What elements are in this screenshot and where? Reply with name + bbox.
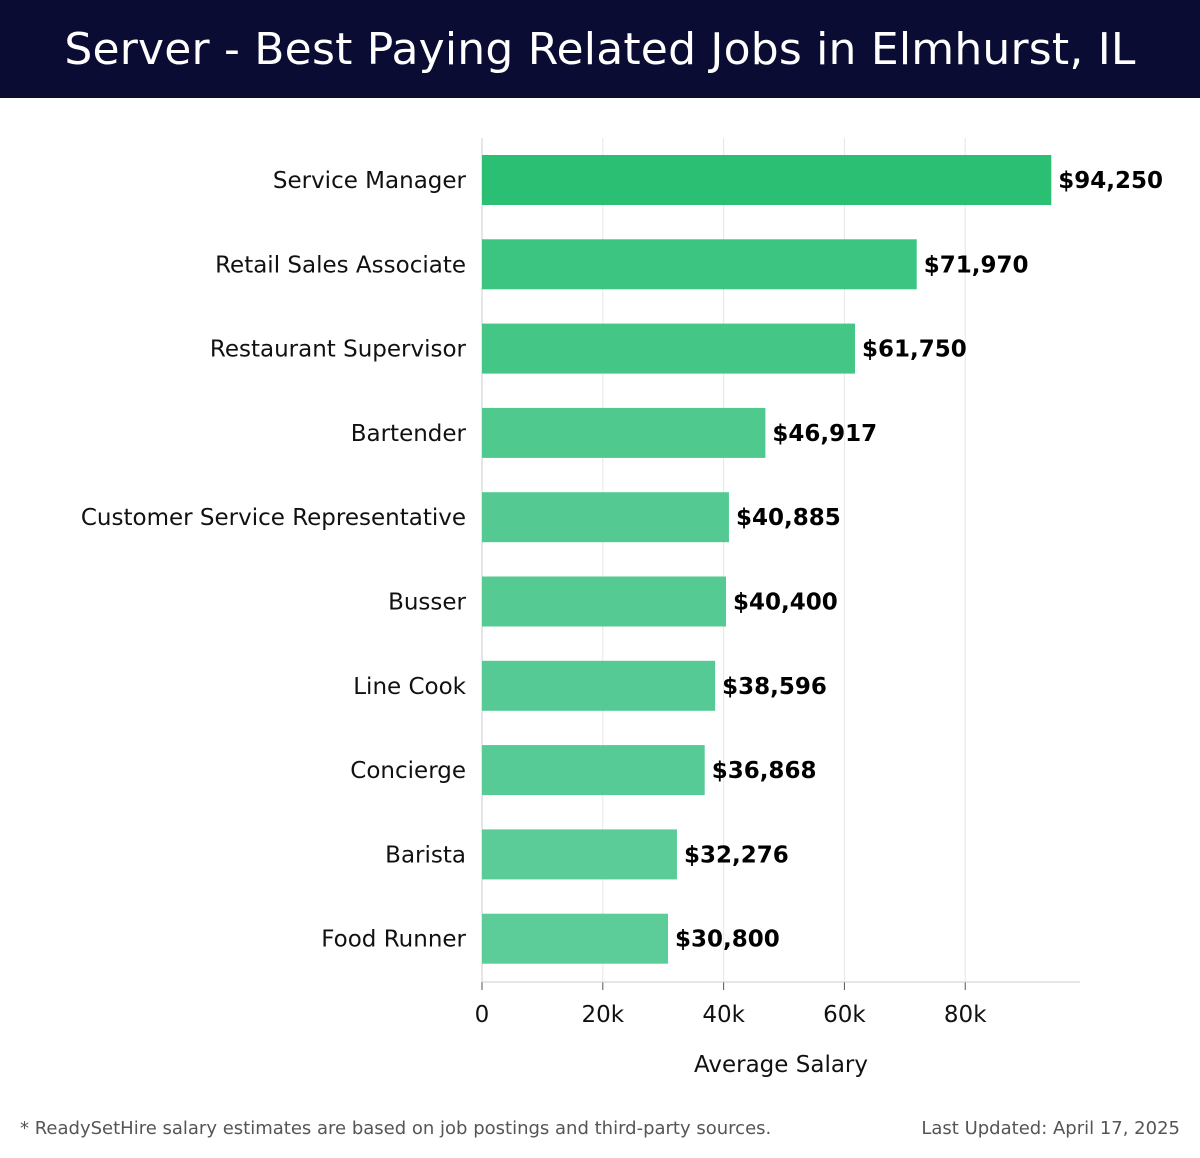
value-label: $30,800 [675,927,780,953]
bar-chart: Service Manager Retail Sales Associate Res… [81,138,1163,1078]
value-label: $36,868 [712,758,817,784]
category-label: Line Cook [353,674,466,700]
x-tick-label: 40k [702,1002,745,1028]
value-label: $40,885 [736,505,841,531]
chart-header: Server - Best Paying Related Jobs in Elm… [0,0,1200,98]
bar [482,239,917,290]
footer-note: * ReadySetHire salary estimates are base… [20,1118,772,1139]
bar [482,660,716,711]
x-axis-title: Average Salary [694,1052,868,1078]
x-tick-label: 0 [475,1002,490,1028]
value-label: $61,750 [862,337,967,363]
value-label: $71,970 [924,252,1029,278]
category-label: Service Manager [273,168,467,194]
category-label: Busser [388,590,466,616]
value-label: $38,596 [722,674,827,700]
value-label: $94,250 [1058,168,1163,194]
category-labels: Service Manager Retail Sales Associate Res… [81,168,467,953]
category-label: Customer Service Representative [81,505,466,531]
chart-title: Server - Best Paying Related Jobs in Elm… [64,23,1136,75]
bar [482,829,677,880]
category-label: Bartender [351,421,467,447]
value-label: $46,917 [772,421,877,447]
value-labels: $94,250 $71,970 $61,750 $46,917 $40,885 $40,4… [675,168,1163,953]
bar [482,913,669,964]
value-label: $32,276 [684,842,789,868]
x-axis: 0 20k 40k 60k 80k [475,981,1080,1028]
last-updated: Last Updated: April 17, 2025 [921,1118,1180,1139]
value-label: $40,400 [733,590,838,616]
x-tick-label: 80k [944,1002,987,1028]
x-tick-label: 20k [582,1002,625,1028]
category-label: Restaurant Supervisor [210,337,467,363]
bar [482,745,705,796]
category-label: Retail Sales Associate [215,252,466,278]
bar [482,492,729,543]
bar [482,576,727,627]
bar [482,155,1052,205]
bars [482,155,1052,964]
x-tick-label: 60k [823,1002,866,1028]
category-label: Food Runner [321,927,466,953]
bar [482,323,855,374]
bar [482,407,766,458]
category-label: Barista [385,842,466,868]
category-label: Concierge [350,758,466,784]
